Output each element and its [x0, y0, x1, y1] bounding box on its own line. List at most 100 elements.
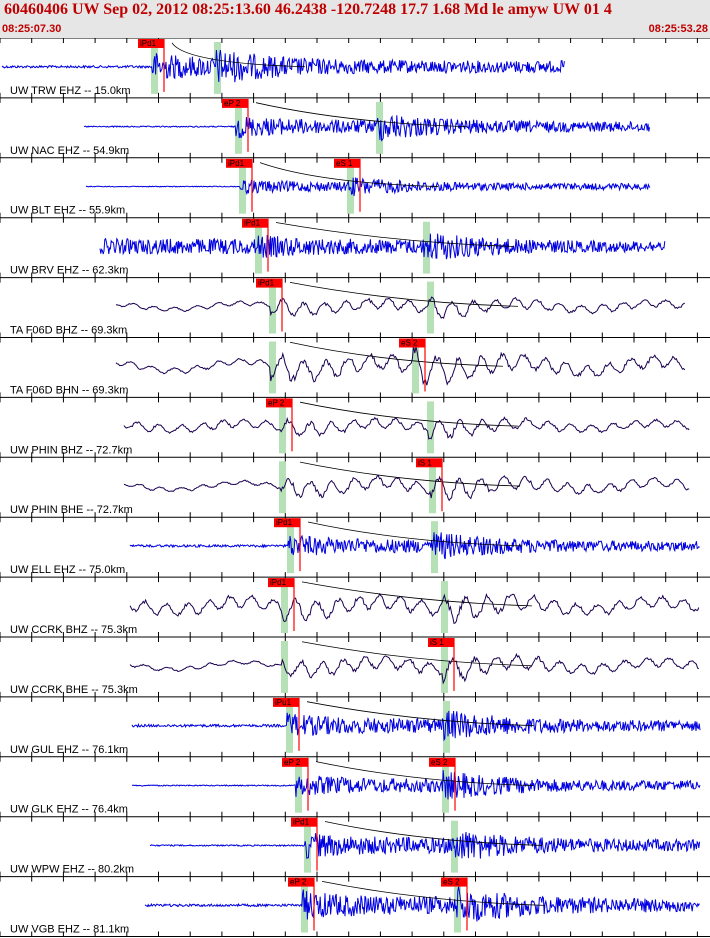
- p-pick-label: iPd1: [258, 279, 275, 288]
- p-window-shade: [304, 820, 311, 873]
- p-window-shade: [295, 760, 302, 813]
- p-pick-flag: [222, 98, 248, 108]
- p-window-shade: [427, 401, 434, 454]
- moveout-curve: [289, 341, 504, 367]
- moveout-curve: [255, 102, 468, 128]
- end-time: 08:25:53.28: [648, 23, 708, 35]
- p-pick-label: iPd1: [140, 39, 157, 48]
- p-pick-label: eP 2: [284, 758, 301, 767]
- p-pick-flag: [274, 518, 300, 528]
- moveout-curve: [307, 521, 523, 547]
- waveform-trace: [83, 115, 651, 142]
- p-window-shade: [441, 581, 448, 633]
- p-window-shade: [279, 401, 286, 454]
- waveform-trace: [115, 296, 686, 319]
- moveout-curve: [299, 461, 521, 487]
- waveform-trace: [131, 770, 701, 800]
- waveform-trace: [1, 49, 565, 83]
- p-pick-label: eP 2: [224, 99, 241, 108]
- s-pick-flag: [416, 458, 442, 468]
- p-window-shade: [441, 641, 448, 693]
- s-pick-label: eS 1: [336, 159, 353, 168]
- p-pick-flag: [288, 877, 314, 887]
- s-pick-flag: [334, 158, 360, 168]
- s-pick-flag: [399, 338, 425, 348]
- waveform-trace: [123, 475, 690, 502]
- channel-label: UW PHIN BHZ -- 72.7km: [10, 444, 132, 456]
- p-pick-label: iPd1: [276, 518, 293, 527]
- p-pick-flag: [273, 697, 299, 707]
- p-pick-label: eP 2: [290, 878, 307, 887]
- channel-label: UW CCRK BHE -- 75.3km: [10, 684, 138, 696]
- event-title: 60460406 UW Sep 02, 2012 08:25:13.60 46.…: [4, 1, 612, 18]
- p-pick-flag: [266, 398, 292, 408]
- waveform-trace: [131, 710, 701, 742]
- waveform-trace: [149, 831, 701, 859]
- p-pick-flag: [138, 39, 164, 48]
- waveform-trace: [115, 345, 686, 386]
- s-pick-label: iS 1: [418, 458, 432, 467]
- moveout-curve: [259, 162, 439, 187]
- channel-label: UW BRV EHZ -- 62.3km: [10, 265, 128, 277]
- channel-label: UW WPW EHZ -- 80.2km: [10, 864, 134, 876]
- moveout-curve: [171, 42, 306, 68]
- p-pick-flag: [256, 278, 282, 288]
- channel-label: UW PHIN BHE -- 72.7km: [10, 504, 133, 516]
- waveform-trace: [99, 233, 666, 260]
- moveout-curve: [315, 761, 534, 786]
- channel-label: UW VGB EHZ -- 81.1km: [10, 924, 129, 936]
- p-window-shade: [431, 521, 438, 574]
- moveout-curve: [321, 880, 546, 906]
- channel-label: TA F06D BHZ -- 69.3km: [10, 325, 127, 337]
- moveout-curve: [306, 701, 535, 727]
- s-pick-flag: [428, 638, 454, 647]
- p-pick-label: iPu1: [275, 698, 292, 707]
- p-window-shade: [269, 341, 276, 394]
- channel-label: UW GUL EHZ -- 76.1km: [10, 744, 128, 756]
- waveform-trace: [123, 416, 690, 440]
- channel-label: UW NAC EHZ -- 54.9km: [10, 145, 129, 157]
- moveout-curve: [324, 821, 543, 846]
- waveform-trace: [129, 532, 700, 560]
- p-window-shade: [286, 700, 293, 753]
- p-window-shade: [443, 700, 450, 753]
- s-pick-label: eS 2: [431, 758, 448, 767]
- p-pick-flag: [268, 578, 294, 588]
- waveform-trace: [144, 886, 700, 922]
- p-window-shade: [427, 281, 434, 334]
- moveout-curve: [301, 581, 533, 607]
- seismogram-plot: iPd1 UW TRW EHZ -- 15.0km eP 2 UW NAC EHZ -…: [0, 38, 710, 937]
- p-window-shade: [281, 581, 288, 633]
- header-bar: 60460406 UW Sep 02, 2012 08:25:13.60 46.…: [0, 0, 710, 38]
- waveform-trace: [85, 177, 651, 197]
- s-pick-label: iS 1: [430, 638, 444, 647]
- moveout-curve: [289, 281, 519, 307]
- p-window-shade: [287, 521, 294, 574]
- start-time: 08:25:07.30: [2, 23, 62, 35]
- p-pick-label: iPd1: [228, 159, 245, 168]
- waveform-trace: [129, 652, 700, 685]
- moveout-curve: [299, 401, 519, 427]
- p-window-shade: [423, 221, 430, 274]
- moveout-curve: [275, 222, 515, 247]
- p-pick-label: iPd1: [244, 219, 261, 228]
- channel-label: UW CCRK BHZ -- 75.3km: [10, 624, 137, 636]
- channel-label: TA F06D BHN -- 69.3km: [10, 384, 128, 396]
- moveout-curve: [301, 641, 533, 667]
- channel-label: UW GLK EHZ -- 76.4km: [10, 804, 128, 816]
- s-pick-label: eS 2: [401, 339, 418, 348]
- channel-label: UW ELL EHZ -- 75.0km: [10, 564, 125, 576]
- p-window-shade: [376, 101, 383, 154]
- p-pick-flag: [242, 218, 268, 228]
- p-pick-label: iPd1: [270, 578, 287, 587]
- p-window-shade: [151, 42, 158, 94]
- p-pick-label: eP 2: [268, 398, 285, 407]
- p-pick-label: iPd1: [293, 818, 310, 827]
- waveform-trace: [129, 592, 700, 625]
- p-window-shade: [412, 341, 419, 394]
- s-pick-flag: [429, 757, 455, 767]
- channel-label: UW BLT EHZ -- 55.9km: [10, 205, 125, 217]
- p-pick-flag: [282, 757, 308, 767]
- p-pick-flag: [291, 817, 317, 827]
- p-window-shade: [269, 281, 276, 334]
